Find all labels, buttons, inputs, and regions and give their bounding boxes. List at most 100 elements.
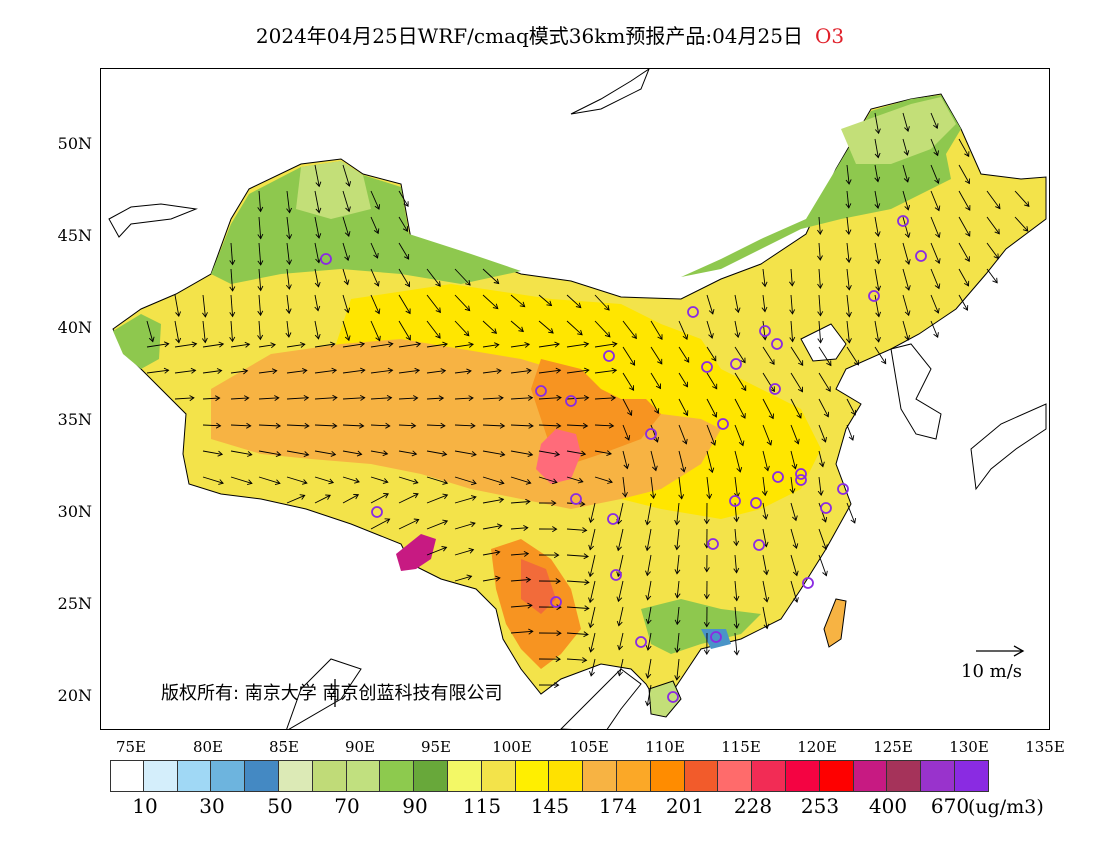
wind-arrow: [650, 398, 659, 414]
city-marker: [915, 250, 927, 262]
xinjiang-green: [211, 161, 521, 284]
city-marker: [820, 502, 832, 514]
wind-arrow: [622, 398, 632, 416]
wind-arrow: [676, 528, 680, 550]
wind-arrow: [314, 397, 337, 400]
colorbar-tick: 30: [199, 794, 225, 818]
wind-arrow: [454, 522, 476, 530]
city-marker: [772, 471, 784, 483]
wind-arrow: [846, 294, 850, 317]
wind-arrow: [510, 579, 531, 582]
city-marker: [795, 468, 807, 480]
wind-arrow: [370, 369, 393, 374]
wind-arrow: [286, 320, 290, 338]
wind-arrow: [202, 424, 221, 427]
wind-arrow: [790, 450, 796, 469]
wind-arrow: [286, 294, 290, 314]
map-panel[interactable]: 版权所有: 南京大学 南京创蓝科技有限公司 10 m/s: [100, 68, 1050, 730]
wind-arrow: [370, 216, 379, 234]
magenta-patch: [396, 534, 436, 571]
wind-arrow: [342, 242, 349, 261]
wind-arrow: [650, 372, 661, 389]
wind-arrow: [398, 190, 409, 207]
city-marker: [753, 539, 765, 551]
wind-arrow: [678, 398, 688, 416]
wind-arrow: [930, 268, 940, 289]
wind-arrow: [706, 424, 716, 446]
wind-arrow: [734, 528, 737, 546]
wind-arrow: [314, 476, 334, 484]
wind-arrow: [426, 450, 447, 455]
wind-arrow: [818, 424, 827, 443]
wind-arrow: [902, 138, 908, 156]
colorbar: [110, 760, 989, 792]
wind-arrow: [174, 294, 180, 317]
wind-arrow: [286, 424, 309, 427]
wind-arrow: [342, 450, 362, 455]
wind-arrow: [174, 369, 196, 374]
wind-arrow: [706, 450, 713, 473]
wind-arrow: [734, 554, 738, 573]
ozone-hotspot: [536, 429, 581, 484]
wind-arrow: [454, 476, 477, 484]
wind-arrow: [426, 546, 447, 556]
wind-arrow: [258, 397, 279, 400]
lon-label: 105E: [569, 738, 609, 756]
colorbar-tick: 253: [800, 794, 840, 818]
wind-arrow: [230, 343, 250, 348]
lon-label: 110E: [645, 738, 685, 756]
wind-arrow: [398, 294, 411, 314]
wind-arrow: [426, 343, 448, 348]
colorbar-swatch: [312, 760, 347, 792]
city-marker: [610, 569, 622, 581]
wind-arrow: [230, 424, 251, 427]
colorbar-swatch: [718, 760, 753, 792]
wind-arrow: [566, 658, 587, 661]
wind-arrow: [510, 397, 533, 400]
wind-arrow: [510, 527, 528, 530]
wind-arrow: [342, 294, 349, 313]
wind-arrow: [342, 216, 350, 237]
india-coast: [286, 658, 362, 729]
wind-arrow: [398, 424, 416, 427]
wind-arrow: [314, 320, 319, 339]
wind-arrow: [510, 294, 525, 308]
colorbar-swatch: [650, 760, 685, 792]
wind-arrow: [538, 450, 560, 456]
wind-arrow: [174, 320, 180, 343]
wind-arrow: [286, 476, 308, 484]
wind-arrow: [454, 294, 471, 311]
wind-arrow: [762, 268, 766, 287]
city-markers: [320, 215, 927, 703]
wind-arrow: [706, 398, 717, 418]
wind-arrow: [762, 346, 775, 365]
wind-arrow: [676, 658, 680, 680]
wind-arrow: [874, 268, 880, 291]
lat-label: 20N: [57, 686, 92, 705]
wind-arrow: [678, 424, 687, 444]
wind-arrow: [734, 580, 738, 601]
wind-arrow: [790, 398, 802, 419]
city-marker: [897, 215, 909, 227]
city-marker: [371, 506, 383, 518]
colorbar-tick: 174: [598, 794, 638, 818]
wind-arrow: [566, 554, 589, 557]
lon-label: 95E: [420, 738, 452, 756]
wind-arrow: [482, 268, 500, 284]
wind-arrow: [314, 268, 319, 287]
city-marker: [565, 395, 577, 407]
wind-arrow: [790, 476, 794, 494]
colorbar-swatch: [819, 760, 854, 792]
wind-arrow: [398, 216, 408, 232]
lon-label: 80E: [192, 738, 224, 756]
wind-arrow: [790, 580, 798, 603]
japan-coast: [970, 403, 1047, 491]
city-marker: [550, 596, 562, 608]
wind-arrow: [510, 476, 531, 484]
colorbar-swatch: [853, 760, 888, 792]
wind-arrow: [622, 450, 628, 469]
wind-arrow: [230, 294, 234, 317]
wind-arrow: [342, 494, 359, 504]
city-marker: [729, 495, 741, 507]
colorbar-swatch: [177, 760, 212, 792]
